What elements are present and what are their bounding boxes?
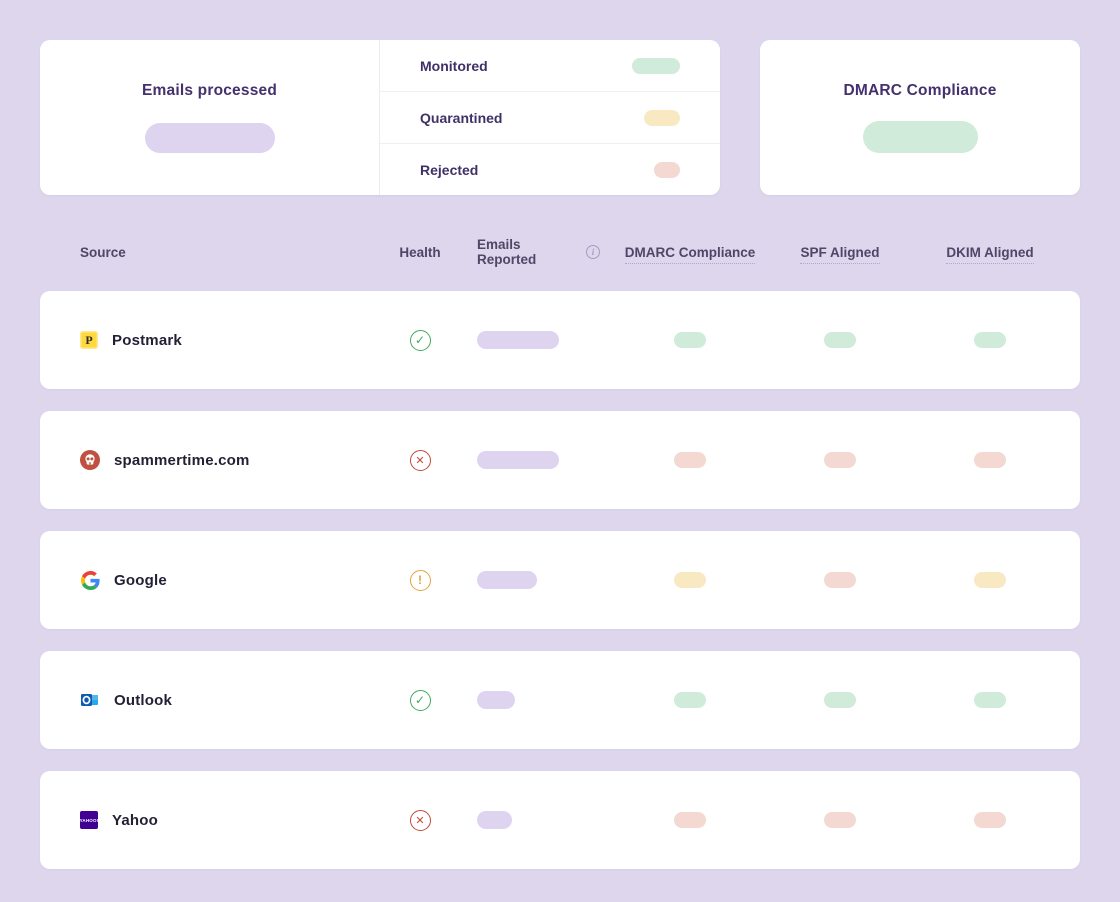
rejected-label: Rejected bbox=[420, 161, 479, 178]
breakdown-row-monitored: Monitored bbox=[380, 40, 720, 91]
dmarc-compliance-card: DMARC Compliance bbox=[760, 40, 1080, 195]
source-cell: P Postmark bbox=[40, 331, 380, 349]
yahoo-logo-icon: YAHOO! bbox=[80, 811, 98, 829]
dmarc-status-pill bbox=[674, 572, 706, 588]
emails-reported-pill bbox=[477, 811, 512, 829]
dmarc-cell bbox=[600, 692, 780, 708]
spf-cell bbox=[780, 332, 900, 348]
emails-reported-cell bbox=[460, 571, 600, 589]
health-error-icon bbox=[409, 809, 431, 831]
health-cell bbox=[380, 449, 460, 471]
source-name: Yahoo bbox=[112, 811, 159, 829]
dkim-status-pill bbox=[974, 572, 1006, 588]
spf-status-pill bbox=[824, 332, 856, 348]
source-cell: Outlook bbox=[40, 690, 380, 710]
spf-status-pill bbox=[824, 572, 856, 588]
dmarc-cell bbox=[600, 572, 780, 588]
spf-status-pill bbox=[824, 692, 856, 708]
breakdown-panel: Monitored Quarantined Rejected bbox=[380, 40, 720, 195]
spf-cell bbox=[780, 692, 900, 708]
column-header-dkim-aligned[interactable]: DKIM Aligned bbox=[900, 244, 1080, 264]
dmarc-cell bbox=[600, 812, 780, 828]
source-cell: Google bbox=[40, 570, 380, 590]
source-name: Postmark bbox=[112, 331, 182, 349]
emails-processed-card: Emails processed Monitored Quarantined R… bbox=[40, 40, 720, 195]
monitored-value-pill bbox=[632, 57, 680, 74]
column-header-source: Source bbox=[80, 244, 126, 260]
column-header-spf-aligned[interactable]: SPF Aligned bbox=[780, 244, 900, 264]
dmarc-status-pill bbox=[674, 692, 706, 708]
health-cell bbox=[380, 809, 460, 831]
emails-reported-label: Emails Reported bbox=[477, 237, 537, 267]
dkim-cell bbox=[900, 692, 1080, 708]
dmarc-cell bbox=[600, 332, 780, 348]
dkim-status-pill bbox=[974, 452, 1006, 468]
info-icon[interactable]: i bbox=[586, 245, 600, 259]
emails-processed-value-pill bbox=[144, 123, 275, 153]
dmarc-status-pill bbox=[674, 332, 706, 348]
breakdown-row-rejected: Rejected bbox=[380, 143, 720, 195]
health-warning-icon bbox=[409, 569, 431, 591]
outlook-logo-icon bbox=[80, 690, 100, 710]
emails-processed-title: Emails processed bbox=[141, 82, 278, 99]
health-ok-icon bbox=[409, 689, 431, 711]
dkim-cell bbox=[900, 452, 1080, 468]
source-name: Outlook bbox=[114, 691, 173, 709]
table-row-postmark[interactable]: P Postmark bbox=[40, 291, 1080, 389]
health-ok-icon bbox=[409, 329, 431, 351]
table-row-outlook[interactable]: Outlook bbox=[40, 651, 1080, 749]
dkim-cell bbox=[900, 812, 1080, 828]
source-cell: spammertime.com bbox=[40, 450, 380, 470]
monitored-label: Monitored bbox=[420, 57, 488, 74]
health-error-icon bbox=[409, 449, 431, 471]
source-name: spammertime.com bbox=[114, 451, 250, 469]
column-header-health: Health bbox=[399, 244, 441, 260]
column-header-emails-reported[interactable]: Emails Reported i bbox=[460, 237, 600, 267]
rejected-value-pill bbox=[654, 161, 680, 178]
health-cell bbox=[380, 329, 460, 351]
emails-reported-pill bbox=[477, 571, 537, 589]
dkim-status-pill bbox=[974, 692, 1006, 708]
emails-reported-pill bbox=[477, 691, 515, 709]
quarantined-value-pill bbox=[644, 109, 680, 126]
postmark-logo-icon: P bbox=[80, 331, 98, 349]
spf-cell bbox=[780, 572, 900, 588]
dmarc-status-pill bbox=[674, 452, 706, 468]
google-logo-icon bbox=[80, 570, 100, 590]
emails-reported-pill bbox=[477, 451, 559, 469]
sources-table-header: Source Health Emails Reported i DMARC Co… bbox=[40, 237, 1080, 267]
quarantined-label: Quarantined bbox=[420, 109, 503, 126]
health-cell bbox=[380, 569, 460, 591]
health-cell bbox=[380, 689, 460, 711]
dkim-cell bbox=[900, 572, 1080, 588]
table-row-yahoo[interactable]: YAHOO! Yahoo bbox=[40, 771, 1080, 869]
spf-cell bbox=[780, 452, 900, 468]
spf-status-pill bbox=[824, 812, 856, 828]
table-row-google[interactable]: Google bbox=[40, 531, 1080, 629]
column-header-dmarc-compliance[interactable]: DMARC Compliance bbox=[600, 244, 780, 264]
dmarc-status-pill bbox=[674, 812, 706, 828]
emails-reported-cell bbox=[460, 811, 600, 829]
spf-status-pill bbox=[824, 452, 856, 468]
summary-section: Emails processed Monitored Quarantined R… bbox=[40, 40, 1080, 195]
emails-reported-cell bbox=[460, 451, 600, 469]
source-cell: YAHOO! Yahoo bbox=[40, 811, 380, 829]
dkim-status-pill bbox=[974, 812, 1006, 828]
spammertime-logo-icon bbox=[80, 450, 100, 470]
dmarc-compliance-title: DMARC Compliance bbox=[843, 82, 997, 99]
dmarc-cell bbox=[600, 452, 780, 468]
emails-reported-cell bbox=[460, 331, 600, 349]
source-name: Google bbox=[114, 571, 167, 589]
spf-cell bbox=[780, 812, 900, 828]
breakdown-row-quarantined: Quarantined bbox=[380, 91, 720, 143]
dkim-cell bbox=[900, 332, 1080, 348]
emails-processed-panel: Emails processed bbox=[40, 40, 380, 195]
emails-reported-pill bbox=[477, 331, 559, 349]
emails-reported-cell bbox=[460, 691, 600, 709]
dkim-status-pill bbox=[974, 332, 1006, 348]
dmarc-compliance-value-pill bbox=[862, 121, 978, 153]
table-row-spammertime[interactable]: spammertime.com bbox=[40, 411, 1080, 509]
